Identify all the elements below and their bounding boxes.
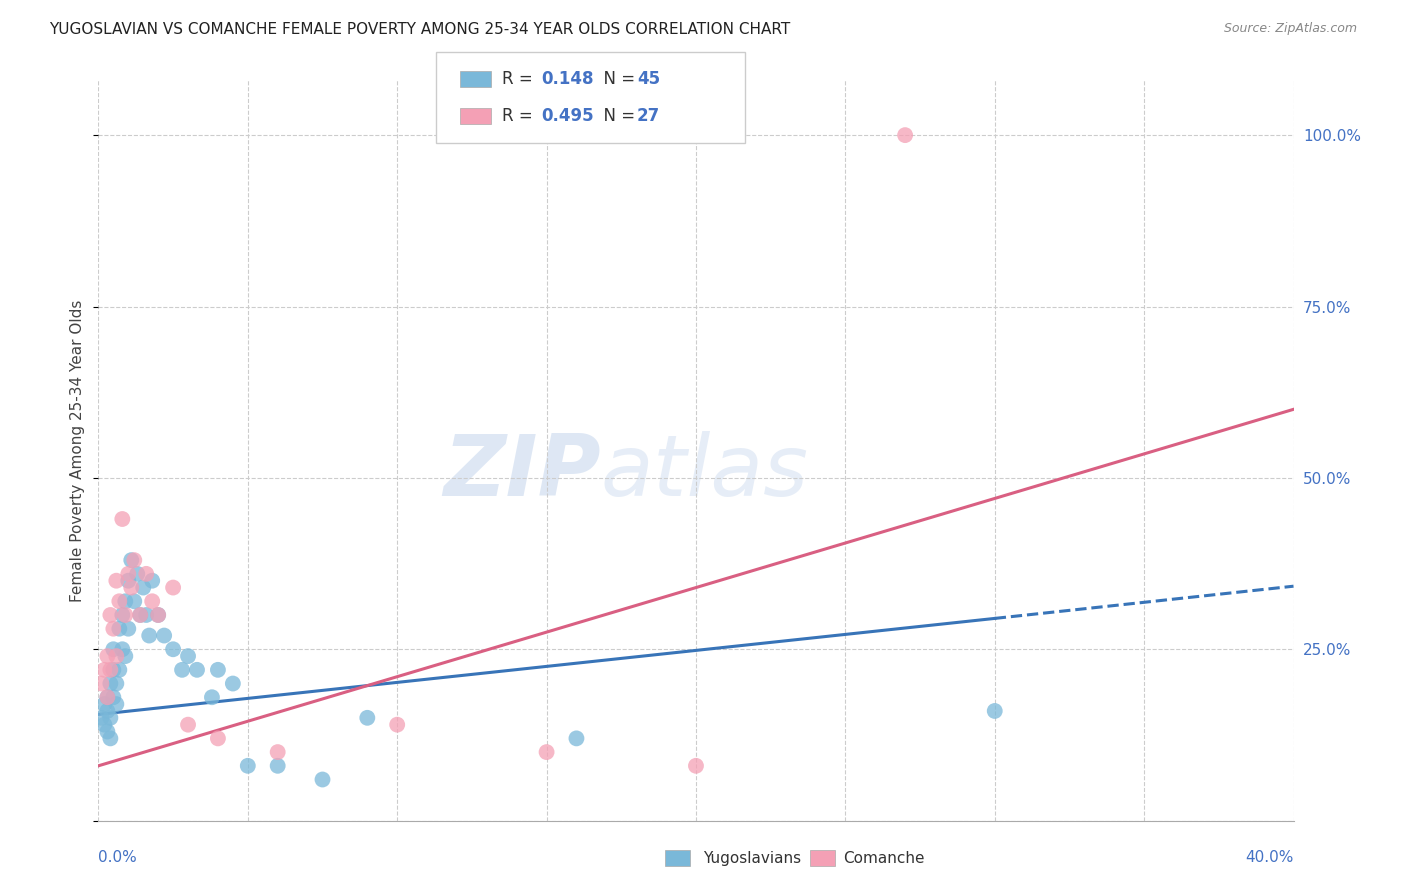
- Point: [93, 717, 115, 731]
- Point: [98, 663, 122, 677]
- Y-axis label: Female Poverty Among 25-34 Year Olds: Female Poverty Among 25-34 Year Olds: [70, 300, 86, 601]
- Point: [207, 731, 229, 746]
- Point: [267, 759, 290, 773]
- Point: [894, 128, 917, 142]
- Point: [111, 512, 134, 526]
- Point: [207, 663, 229, 677]
- Point: [132, 581, 155, 595]
- Point: [90, 676, 112, 690]
- Text: Source: ZipAtlas.com: Source: ZipAtlas.com: [1223, 22, 1357, 36]
- Point: [127, 566, 149, 581]
- Text: N =: N =: [593, 70, 641, 88]
- Point: [385, 717, 409, 731]
- Point: [96, 690, 118, 705]
- Text: R =: R =: [502, 70, 538, 88]
- Point: [124, 594, 146, 608]
- Text: ZIP: ZIP: [443, 431, 600, 514]
- Point: [685, 759, 707, 773]
- Point: [565, 731, 588, 746]
- Point: [98, 607, 122, 622]
- Point: [141, 594, 163, 608]
- Point: [117, 566, 139, 581]
- Text: N =: N =: [593, 107, 641, 125]
- Point: [108, 622, 131, 636]
- Point: [267, 745, 290, 759]
- Text: 27: 27: [637, 107, 661, 125]
- Point: [536, 745, 558, 759]
- Point: [96, 649, 118, 664]
- Point: [105, 649, 128, 664]
- Point: [177, 717, 200, 731]
- Point: [108, 663, 131, 677]
- Point: [96, 704, 118, 718]
- Point: [120, 553, 142, 567]
- Point: [186, 663, 208, 677]
- Point: [114, 649, 136, 664]
- Point: [162, 581, 184, 595]
- Point: [93, 697, 115, 711]
- Point: [135, 607, 157, 622]
- Point: [96, 724, 118, 739]
- Point: [103, 622, 125, 636]
- Point: [108, 594, 131, 608]
- Text: 0.148: 0.148: [541, 70, 593, 88]
- Point: [117, 574, 139, 588]
- Text: 45: 45: [637, 70, 659, 88]
- Point: [311, 772, 333, 787]
- Point: [141, 574, 163, 588]
- Point: [90, 711, 112, 725]
- Point: [148, 607, 170, 622]
- Point: [177, 649, 200, 664]
- Point: [236, 759, 259, 773]
- Point: [162, 642, 184, 657]
- Point: [172, 663, 194, 677]
- Point: [111, 607, 134, 622]
- Point: [103, 690, 125, 705]
- Point: [105, 676, 128, 690]
- Point: [356, 711, 378, 725]
- Point: [153, 628, 176, 642]
- Text: YUGOSLAVIAN VS COMANCHE FEMALE POVERTY AMONG 25-34 YEAR OLDS CORRELATION CHART: YUGOSLAVIAN VS COMANCHE FEMALE POVERTY A…: [49, 22, 790, 37]
- Point: [96, 690, 118, 705]
- Point: [120, 581, 142, 595]
- Point: [103, 663, 125, 677]
- Text: 0.495: 0.495: [541, 107, 593, 125]
- Point: [93, 663, 115, 677]
- Point: [135, 566, 157, 581]
- Point: [114, 607, 136, 622]
- Point: [222, 676, 245, 690]
- Point: [103, 642, 125, 657]
- Point: [138, 628, 160, 642]
- Point: [148, 607, 170, 622]
- Point: [124, 553, 146, 567]
- Point: [98, 711, 122, 725]
- Point: [129, 607, 152, 622]
- Text: R =: R =: [502, 107, 538, 125]
- Point: [105, 574, 128, 588]
- Text: 40.0%: 40.0%: [1246, 850, 1294, 865]
- Point: [98, 731, 122, 746]
- Point: [984, 704, 1007, 718]
- Point: [98, 676, 122, 690]
- Point: [111, 642, 134, 657]
- Text: Comanche: Comanche: [844, 851, 925, 865]
- Text: Yugoslavians: Yugoslavians: [703, 851, 801, 865]
- Point: [105, 697, 128, 711]
- Point: [117, 622, 139, 636]
- Point: [114, 594, 136, 608]
- Point: [129, 607, 152, 622]
- Text: atlas: atlas: [600, 431, 808, 514]
- Point: [201, 690, 224, 705]
- Text: 0.0%: 0.0%: [98, 850, 138, 865]
